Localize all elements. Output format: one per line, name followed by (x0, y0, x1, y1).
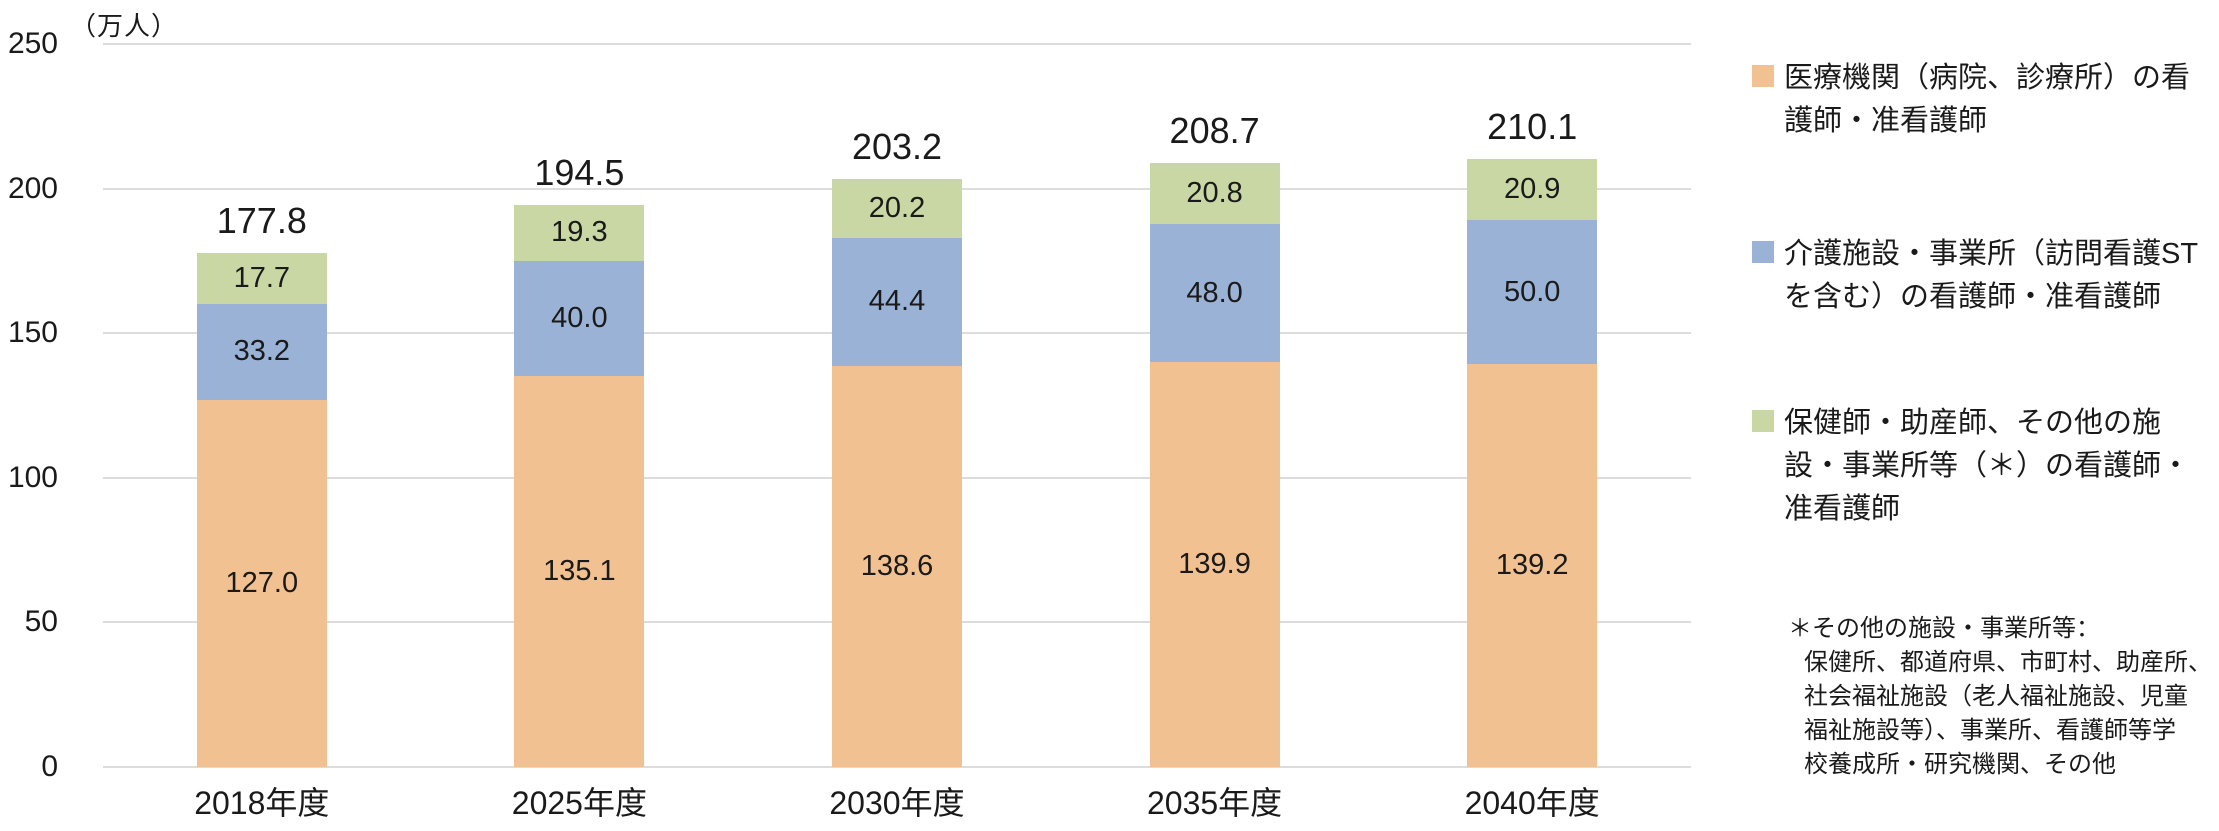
bar-segment: 139.9 (1149, 362, 1280, 767)
segment-value-label: 20.8 (1186, 177, 1243, 210)
segment-value-label: 139.2 (1495, 549, 1569, 582)
plot-area: 127.0 33.2 17.7 177.8 135.1 40.0 19.3 194.5 138.… (103, 43, 1691, 768)
total-value-label: 194.5 (534, 151, 625, 193)
footnote-line: ＊その他の施設・事業所等： (1788, 615, 2100, 642)
x-axis: 2018年度 2025年度 2030年度 2035年度 2040年度 (103, 778, 1691, 824)
total-value-label: 203.2 (851, 126, 943, 168)
bar-segment: 48.0 (1149, 223, 1280, 363)
y-axis-tick-label: 100 (7, 460, 58, 494)
legend-item-care-facilities: 介護施設・事業所（訪問看護STを含む）の看護師・准看護師 (1752, 233, 2212, 319)
bar-segment: 138.6 (832, 366, 962, 767)
bar-segment: 33.2 (196, 303, 327, 400)
legend-label: 医療機関（病院、診療所）の看護師・准看護師 (1784, 62, 2191, 137)
footnote-line: 校養成所・研究機関、その他 (1804, 751, 2116, 779)
legend-label: 介護施設・事業所（訪問看護STを含む）の看護師・准看護師 (1784, 238, 2199, 313)
y-axis-tick-label: 0 (41, 750, 58, 783)
legend-item-public-health-other: 保健師・助産師、その他の施設・事業所等（＊）の看護師・准看護師 (1752, 402, 2212, 531)
segment-value-label: 127.0 (225, 566, 299, 599)
bar-segment: 139.2 (1467, 364, 1598, 767)
bar-segment: 20.9 (1467, 159, 1598, 220)
segment-value-label: 44.4 (868, 285, 926, 318)
total-value-label: 210.1 (1487, 106, 1578, 148)
x-axis-label: 2030年度 (829, 785, 965, 821)
stacked-bar: 139.2 50.0 20.9 (1467, 159, 1598, 767)
segment-value-label: 19.3 (551, 216, 608, 249)
footnote-line: 福祉施設等）、事業所、看護師等学 (1804, 717, 2176, 745)
y-axis-tick-label: 150 (7, 316, 58, 350)
legend-item-medical-institutions: 医療機関（病院、診療所）の看護師・准看護師 (1752, 57, 2212, 143)
gridline-250 (103, 43, 1691, 45)
total-value-label: 208.7 (1169, 110, 1260, 152)
bar-segment: 20.2 (832, 179, 962, 238)
bar-segment: 44.4 (832, 237, 962, 367)
y-axis-tick-label: 250 (7, 27, 58, 60)
legend-label: 保健師・助産師、その他の施設・事業所等（＊）の看護師・准看護師 (1784, 407, 2191, 525)
gridline-0 (103, 766, 1691, 768)
stacked-bar: 135.1 40.0 19.3 (514, 204, 645, 767)
x-axis-label: 2040年度 (1464, 785, 1600, 821)
stacked-bar: 138.6 44.4 20.2 (832, 179, 962, 767)
segment-value-label: 40.0 (551, 301, 608, 334)
y-axis: 0 50 100 150 200 250 (0, 27, 58, 783)
bar-segment: 135.1 (514, 376, 645, 767)
legend-swatch-orange (1752, 65, 1774, 87)
segment-value-label: 138.6 (860, 550, 934, 583)
bar-segment: 19.3 (514, 204, 645, 261)
footnote-line: 社会福祉施設（老人福祉施設、児童 (1804, 683, 2188, 711)
segment-value-label: 50.0 (1503, 275, 1561, 308)
bar-segment: 20.8 (1149, 163, 1280, 224)
bar-segment: 40.0 (514, 260, 645, 377)
x-axis-label: 2035年度 (1146, 785, 1283, 821)
stacked-bar: 139.9 48.0 20.8 (1149, 163, 1280, 767)
x-axis-label: 2025年度 (511, 785, 647, 821)
segment-value-label: 135.1 (543, 555, 616, 588)
y-axis-unit-label: （万人） (70, 11, 179, 41)
bar-segment: 17.7 (196, 252, 327, 304)
bar-segment: 50.0 (1467, 219, 1598, 365)
footnote: ＊その他の施設・事業所等： 保健所、都道府県、市町村、助産所、 社会福祉施設（老… (1788, 612, 2212, 782)
segment-value-label: 17.7 (233, 261, 291, 294)
total-value-label: 177.8 (216, 199, 307, 241)
footnote-line: 保健所、都道府県、市町村、助産所、 (1804, 649, 2212, 677)
segment-value-label: 139.9 (1178, 548, 1251, 581)
segment-value-label: 20.9 (1503, 173, 1561, 206)
stacked-bar: 127.0 33.2 17.7 (196, 252, 327, 767)
bar-segment: 127.0 (196, 399, 327, 767)
segment-value-label: 48.0 (1186, 276, 1243, 309)
legend-swatch-blue (1752, 241, 1774, 263)
y-axis-tick-label: 50 (24, 605, 58, 639)
y-axis-tick-label: 200 (7, 171, 58, 205)
legend-swatch-green (1752, 410, 1774, 432)
x-axis-label: 2018年度 (194, 785, 330, 821)
segment-value-label: 33.2 (233, 335, 291, 368)
segment-value-label: 20.2 (868, 192, 926, 225)
